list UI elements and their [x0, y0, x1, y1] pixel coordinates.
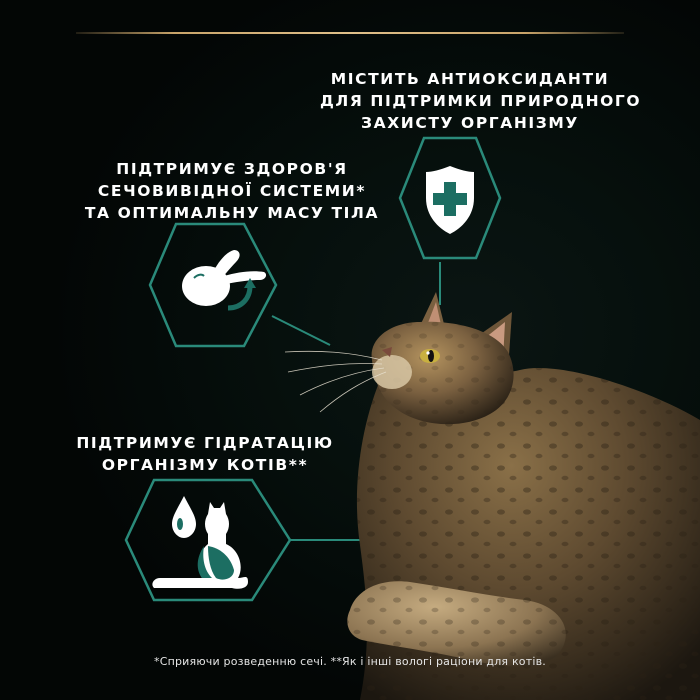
- caption-line: ЗАХИСТУ ОРГАНІЗМУ: [361, 114, 579, 132]
- caption-line: ОРГАНІЗМУ КОТІВ**: [101, 456, 309, 474]
- connector-line: [271, 315, 331, 346]
- kidney-bladder-icon: [182, 250, 267, 311]
- hydration-caption: ПІДТРИМУЄ ГІДРАТАЦІЮ ОРГАНІЗМУ КОТІВ**: [60, 432, 350, 476]
- caption-line: ТА ОПТИМАЛЬНУ МАСУ ТІЛА: [84, 204, 380, 222]
- cat-water-drop-icon: [152, 496, 248, 589]
- urinary-badge: [148, 222, 278, 348]
- gold-divider-line: [76, 32, 624, 34]
- antioxidant-caption: МІСТИТЬ АНТИОКСИДАНТИ ДЛЯ ПІДТРИМКИ ПРИР…: [320, 68, 642, 134]
- caption-line: ДЛЯ ПІДТРИМКИ ПРИРОДНОГО: [320, 92, 642, 110]
- urinary-caption: ПІДТРИМУЄ ЗДОРОВ'Я СЕЧОВИВІДНОЇ СИСТЕМИ*…: [82, 158, 382, 224]
- caption-line: ПІДТРИМУЄ ЗДОРОВ'Я: [116, 160, 348, 178]
- shield-cross-icon: [426, 166, 474, 234]
- caption-line: ПІДТРИМУЄ ГІДРАТАЦІЮ: [76, 434, 334, 452]
- footnote: *Сприяючи розведенню сечі. **Як і інші в…: [154, 655, 546, 668]
- caption-line: МІСТИТЬ АНТИОКСИДАНТИ: [330, 70, 610, 88]
- antioxidant-badge: [398, 136, 502, 260]
- hydration-badge: [124, 478, 292, 602]
- caption-line: СЕЧОВИВІДНОЇ СИСТЕМИ*: [97, 182, 367, 200]
